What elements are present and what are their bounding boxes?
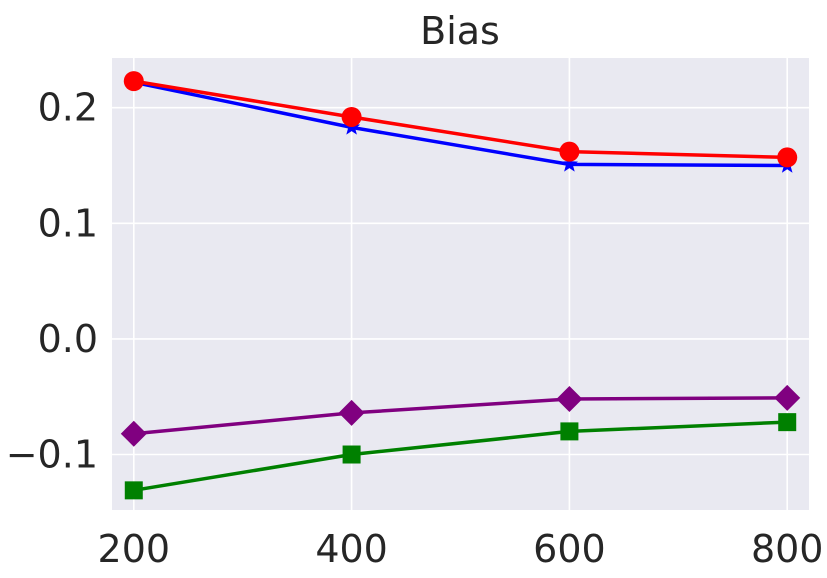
data-point [120,420,147,447]
y-tick-label: 0.1 [38,201,98,245]
data-point [123,71,144,92]
x-tick-label: 800 [751,527,824,571]
grid [112,58,809,510]
series-line [133,420,788,493]
series-square [124,413,797,500]
data-point [778,413,797,432]
data-point [777,147,798,168]
series-line [133,79,788,160]
series-circle [123,71,798,168]
data-point [342,445,361,464]
data-point [774,384,801,411]
x-tick-label: 200 [98,527,171,571]
data-point [338,399,365,426]
y-tick-label: −0.1 [6,433,98,477]
series-line [133,80,788,168]
chart-title: Bias [420,9,500,53]
series-layer [120,71,801,500]
data-point [341,106,362,127]
tick-labels: 200 400 600 800 −0.1 0.0 0.1 0.2 [6,86,824,571]
data-point [124,481,143,500]
x-tick-label: 400 [315,527,388,571]
series-diamond [120,384,801,447]
data-point [559,141,580,162]
data-point [560,155,578,172]
x-tick-label: 600 [533,527,606,571]
series-line [133,396,788,436]
data-point [560,422,579,441]
y-tick-label: 0.0 [38,317,98,361]
y-tick-label: 0.2 [38,86,98,130]
data-point [556,386,583,413]
